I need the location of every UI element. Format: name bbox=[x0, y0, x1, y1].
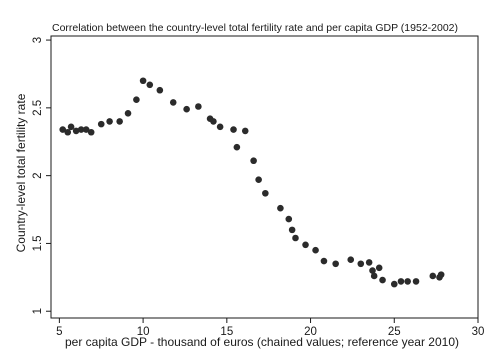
y-tick-label: 1.5 bbox=[32, 235, 44, 251]
y-tick-label: 2.5 bbox=[32, 100, 44, 116]
data-point bbox=[285, 215, 293, 223]
data-point bbox=[116, 118, 123, 125]
data-point bbox=[365, 259, 373, 266]
data-point bbox=[67, 123, 75, 131]
data-point bbox=[320, 257, 328, 265]
data-point bbox=[370, 272, 378, 280]
x-tick-label: 25 bbox=[388, 326, 401, 338]
y-axis-ticks: 1 1.5 2 2.5 3 bbox=[32, 37, 51, 314]
data-point bbox=[437, 271, 445, 278]
x-tick-label: 30 bbox=[472, 326, 485, 338]
x-axis-label: per capita GDP - thousand of euros (chai… bbox=[65, 335, 459, 349]
chart-title: Correlation between the country-level to… bbox=[52, 22, 458, 34]
data-point bbox=[292, 234, 299, 242]
data-point bbox=[146, 81, 154, 89]
data-point bbox=[169, 99, 177, 106]
data-point bbox=[156, 86, 164, 94]
x-tick-label: 10 bbox=[137, 326, 150, 338]
data-point bbox=[357, 260, 365, 268]
data-point bbox=[59, 126, 67, 133]
data-point bbox=[369, 267, 376, 274]
data-point bbox=[262, 189, 269, 197]
data-point bbox=[250, 157, 257, 165]
data-point bbox=[87, 128, 95, 136]
y-tick-label: 2 bbox=[32, 172, 44, 178]
x-tick-label: 15 bbox=[220, 326, 233, 338]
data-point bbox=[97, 120, 105, 128]
data-point bbox=[397, 278, 405, 285]
data-point bbox=[133, 96, 140, 104]
data-point bbox=[216, 123, 224, 131]
data-point bbox=[82, 126, 90, 133]
data-points bbox=[59, 77, 445, 288]
y-axis-label: Country-level total fertility rate bbox=[14, 93, 28, 252]
x-tick-label: 5 bbox=[56, 326, 62, 338]
data-point bbox=[77, 126, 85, 133]
data-point bbox=[72, 127, 80, 135]
x-tick-label: 20 bbox=[304, 326, 317, 338]
data-point bbox=[139, 77, 147, 85]
data-point bbox=[195, 103, 202, 110]
data-point bbox=[255, 176, 262, 184]
axes bbox=[50, 35, 479, 319]
data-point bbox=[233, 143, 241, 151]
data-point bbox=[241, 127, 249, 135]
data-point bbox=[412, 278, 420, 285]
data-point bbox=[210, 118, 217, 125]
data-point bbox=[390, 280, 398, 288]
data-point bbox=[124, 109, 132, 117]
data-point bbox=[375, 264, 383, 272]
data-point bbox=[230, 126, 237, 133]
y-tick-label: 1 bbox=[32, 308, 44, 314]
data-point bbox=[332, 260, 339, 268]
data-point bbox=[379, 276, 386, 284]
plot-frame bbox=[50, 35, 479, 319]
data-point bbox=[106, 118, 113, 125]
data-point bbox=[347, 256, 355, 264]
data-point bbox=[312, 246, 319, 254]
data-point bbox=[277, 204, 284, 212]
data-point bbox=[302, 241, 309, 249]
data-point bbox=[404, 278, 411, 285]
data-point bbox=[64, 128, 72, 136]
data-point bbox=[429, 272, 437, 280]
x-axis-ticks: 5 10 15 20 25 30 bbox=[56, 318, 484, 338]
data-point bbox=[183, 105, 190, 113]
data-point bbox=[288, 226, 296, 234]
y-tick-label: 3 bbox=[32, 37, 44, 43]
